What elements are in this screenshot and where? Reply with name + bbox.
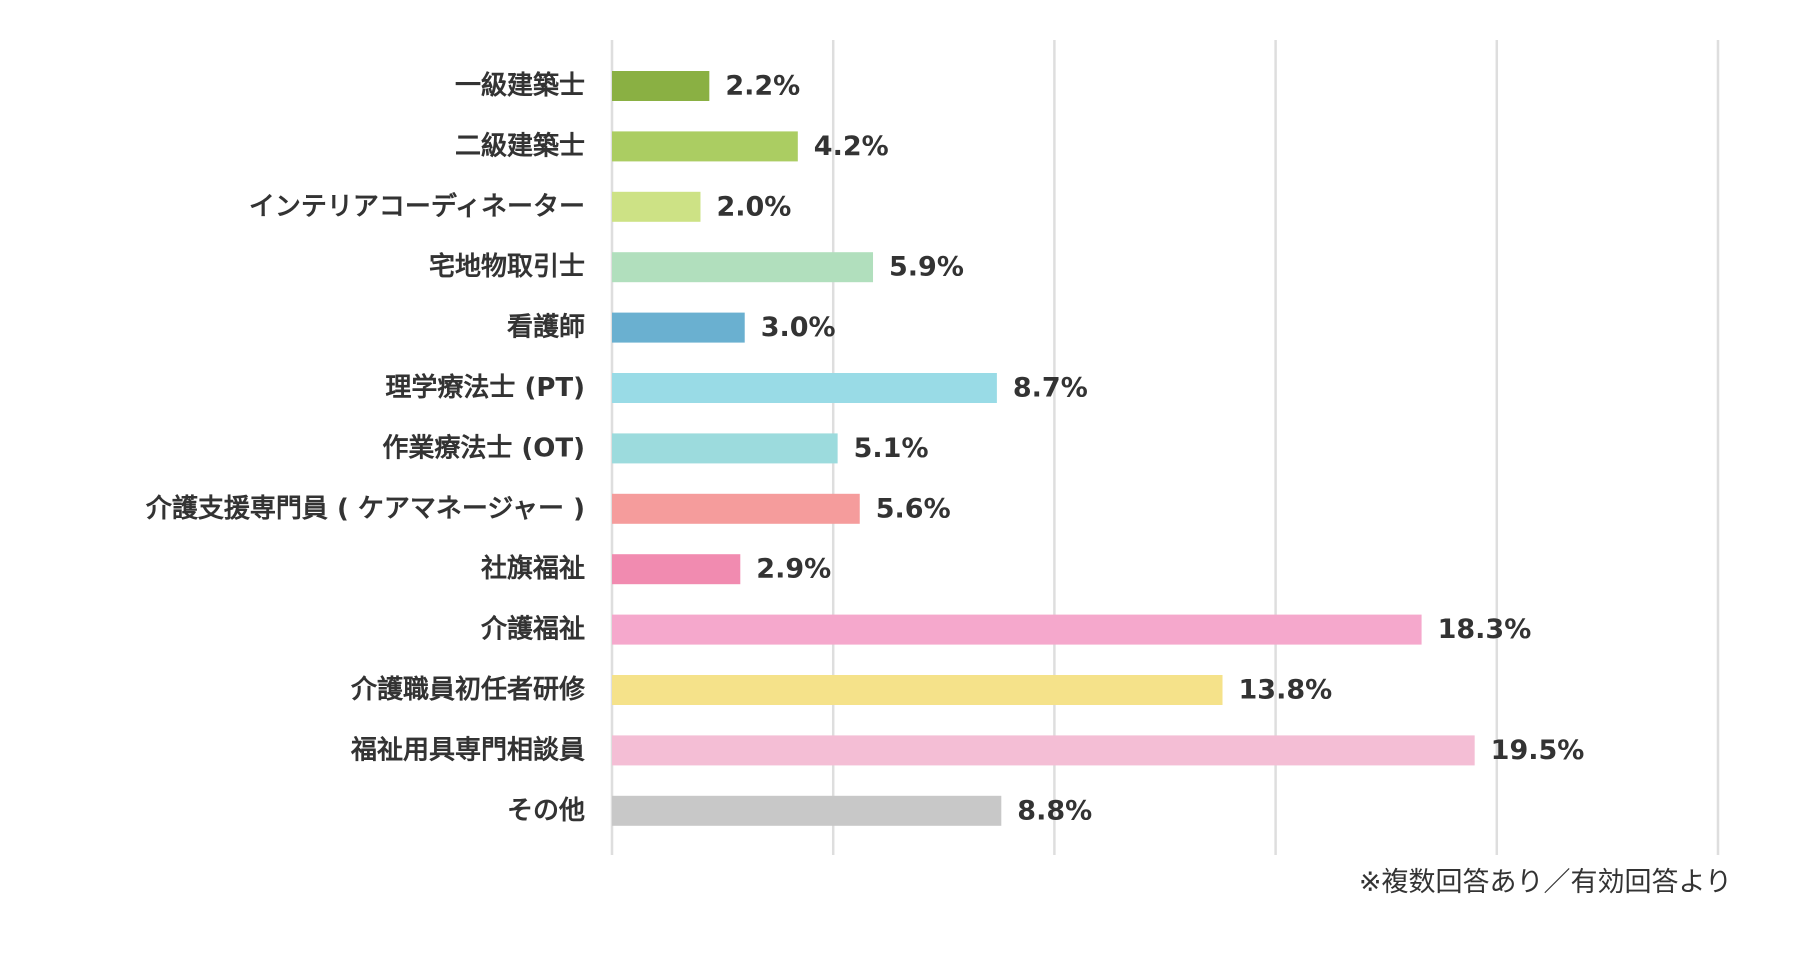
bar-8 bbox=[612, 554, 741, 585]
category-label-8: 社旗福祉 bbox=[481, 553, 585, 584]
bar-7 bbox=[612, 493, 860, 524]
category-label-4: 看護師 bbox=[507, 312, 585, 343]
value-label-7: 5.6% bbox=[876, 493, 951, 524]
category-label-12: その他 bbox=[507, 796, 585, 826]
value-label-11: 19.5% bbox=[1491, 735, 1585, 766]
gridlines bbox=[610, 40, 1720, 855]
category-label-11: 福祉用具専門相談員 bbox=[350, 734, 585, 765]
value-label-5: 8.7% bbox=[1013, 373, 1088, 404]
bar-4 bbox=[612, 312, 745, 343]
bar-1 bbox=[612, 131, 798, 162]
value-label-3: 5.9% bbox=[889, 252, 964, 283]
category-label-3: 宅地物取引士 bbox=[429, 251, 585, 282]
value-label-2: 2.0% bbox=[716, 191, 791, 222]
bar-11 bbox=[612, 735, 1475, 766]
bar-12 bbox=[612, 795, 1002, 826]
category-label-9: 介護福祉 bbox=[480, 614, 585, 645]
value-label-0: 2.2% bbox=[725, 71, 800, 102]
value-labels: 2.2% 4.2% 2.0% 5.9% 3.0% 8.7% 5.1% 5.6% 2.9% 18.3… bbox=[716, 71, 1584, 827]
value-label-12: 8.8% bbox=[1017, 795, 1092, 826]
bar-2 bbox=[612, 191, 701, 222]
bar-9 bbox=[612, 614, 1422, 645]
bar-6 bbox=[612, 433, 838, 464]
bar-10 bbox=[612, 675, 1223, 705]
value-label-9: 18.3% bbox=[1438, 614, 1532, 645]
category-label-7: 介護支援専門員 ( ケアマネージャー ) bbox=[145, 493, 585, 524]
bar-3 bbox=[612, 252, 874, 283]
value-label-1: 4.2% bbox=[814, 131, 889, 162]
value-label-4: 3.0% bbox=[761, 312, 836, 343]
category-label-6: 作業療法士 (OT) bbox=[382, 433, 585, 463]
bar-5 bbox=[612, 373, 997, 403]
bar-0 bbox=[612, 71, 710, 101]
category-label-10: 介護職員初任者研修 bbox=[350, 674, 586, 705]
value-label-10: 13.8% bbox=[1239, 675, 1333, 706]
value-label-6: 5.1% bbox=[854, 433, 929, 464]
value-label-8: 2.9% bbox=[756, 554, 831, 585]
category-label-0: 一級建築士 bbox=[455, 70, 585, 101]
category-label-1: 二級建築士 bbox=[455, 130, 585, 161]
footnote: ※複数回答あり／有効回答より bbox=[1358, 867, 1732, 898]
category-label-2: インテリアコーディネーター bbox=[249, 191, 585, 222]
bars bbox=[612, 71, 1475, 826]
category-label-5: 理学療法士 (PT) bbox=[385, 372, 585, 403]
